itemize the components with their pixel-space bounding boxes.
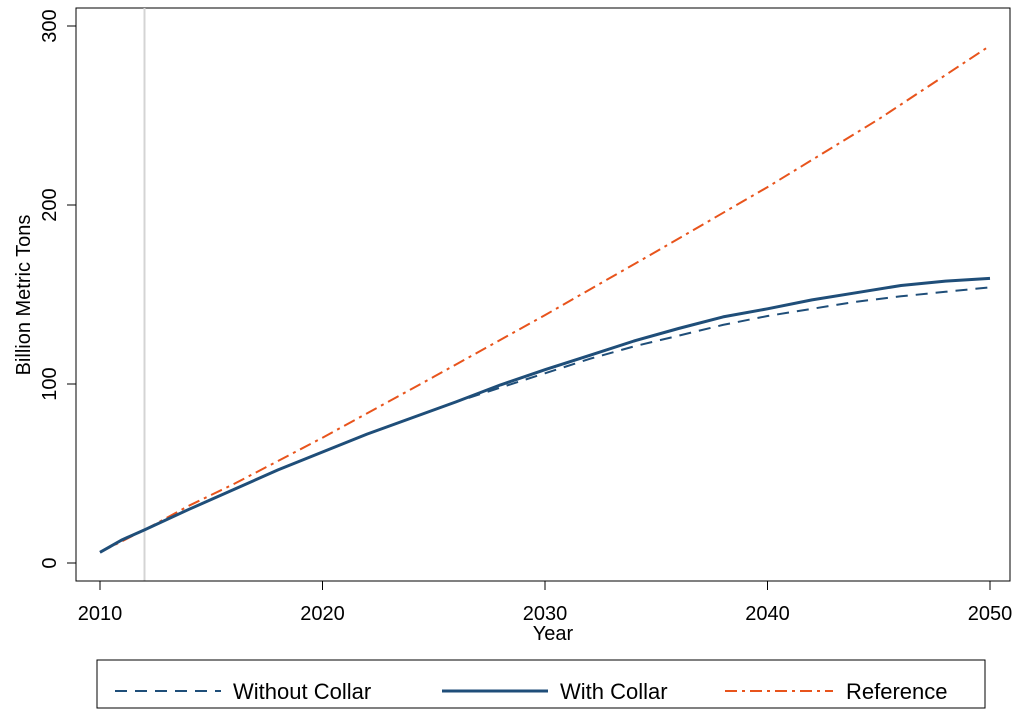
- x-axis-title: Year: [533, 623, 574, 645]
- x-tick-label-2010: 2010: [78, 603, 123, 625]
- x-axis-ticks: [99, 581, 991, 590]
- y-tick-label-100: 100: [39, 367, 61, 400]
- y-tick-label-200: 200: [39, 188, 61, 221]
- y-tick-label-300: 300: [39, 9, 61, 42]
- plot-area: [75, 7, 1011, 582]
- y-axis-ticks: [67, 25, 76, 564]
- legend-label-without-collar: Without Collar: [233, 679, 371, 704]
- y-axis-title: Billion Metric Tons: [13, 215, 35, 376]
- series-group: [99, 44, 991, 554]
- x-tick-label-2020: 2020: [300, 603, 345, 625]
- y-tick-label-0: 0: [39, 557, 61, 568]
- x-tick-label-2050: 2050: [968, 603, 1013, 625]
- series-line-reference: [99, 44, 991, 554]
- x-tick-label-2030: 2030: [523, 603, 568, 625]
- legend-label-with-collar: With Collar: [560, 679, 668, 704]
- series-line-with-collar: [99, 276, 991, 554]
- legend-label-reference: Reference: [846, 679, 948, 704]
- legend-box: [96, 659, 986, 709]
- x-tick-label-2040: 2040: [745, 603, 790, 625]
